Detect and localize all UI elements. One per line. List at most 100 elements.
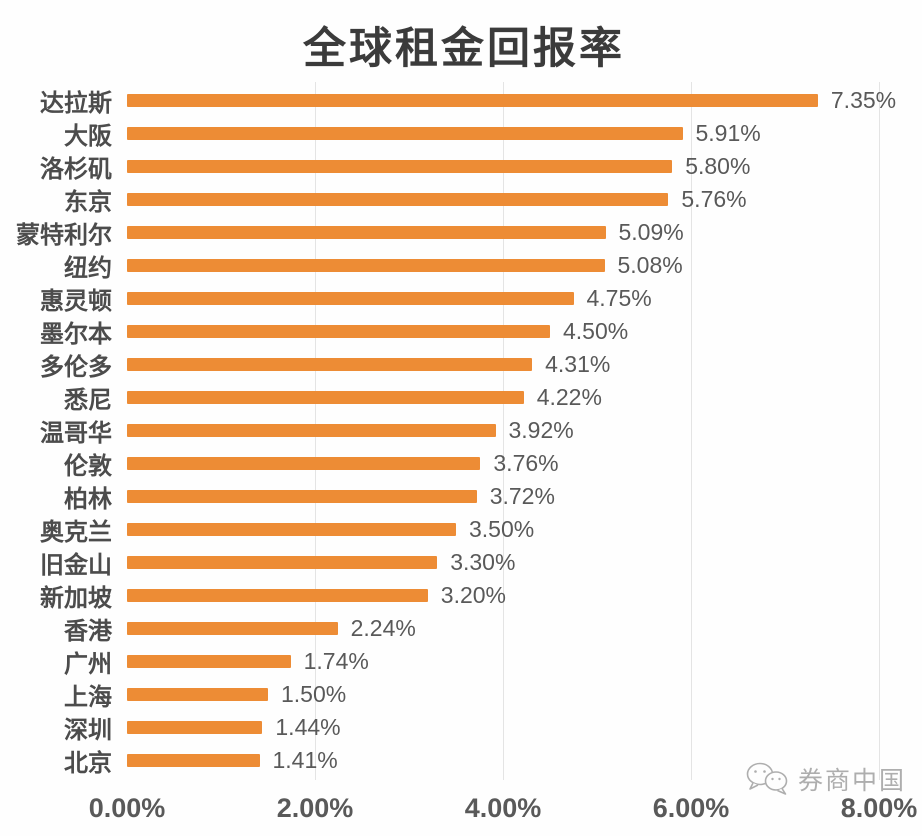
category-label-box: 旧金山 bbox=[0, 545, 112, 580]
value-label: 1.50% bbox=[281, 681, 347, 707]
bar-row: 温哥华 3.92% bbox=[0, 414, 922, 447]
x-tick-label: 8.00% bbox=[840, 793, 918, 823]
bar-row: 新加坡 3.20% bbox=[0, 579, 922, 612]
bar bbox=[127, 721, 263, 734]
bar bbox=[127, 226, 606, 239]
bar bbox=[127, 325, 550, 338]
bar-row: 伦敦 3.76% bbox=[0, 447, 922, 480]
x-tick-label: 4.00% bbox=[464, 793, 542, 823]
bar-row: 东京 5.76% bbox=[0, 183, 922, 216]
category-label: 奥克兰 bbox=[40, 519, 112, 546]
value-label: 5.09% bbox=[618, 219, 684, 245]
bar bbox=[127, 556, 438, 569]
gridline bbox=[503, 82, 504, 780]
wechat-icon bbox=[746, 762, 788, 795]
value-label: 4.31% bbox=[545, 351, 611, 377]
bar bbox=[127, 160, 673, 173]
category-label: 墨尔本 bbox=[40, 321, 112, 348]
bar-row: 蒙特利尔 5.09% bbox=[0, 216, 922, 249]
bar-row: 上海 1.50% bbox=[0, 678, 922, 711]
category-label: 上海 bbox=[64, 684, 112, 711]
category-label-box: 蒙特利尔 bbox=[0, 215, 112, 250]
bar bbox=[127, 259, 605, 272]
bar bbox=[127, 391, 524, 404]
bar bbox=[127, 193, 669, 206]
category-label: 广州 bbox=[64, 651, 112, 678]
bar-row: 墨尔本 4.50% bbox=[0, 315, 922, 348]
value-label: 5.76% bbox=[681, 186, 747, 212]
category-label-box: 北京 bbox=[0, 743, 112, 778]
bar-row: 达拉斯 7.35% bbox=[0, 84, 922, 117]
category-label-box: 上海 bbox=[0, 677, 112, 712]
value-label: 1.44% bbox=[275, 714, 341, 740]
bar bbox=[127, 292, 574, 305]
category-label-box: 温哥华 bbox=[0, 413, 112, 448]
watermark-text: 券商中国 bbox=[797, 767, 906, 795]
bar-row: 洛杉矶 5.80% bbox=[0, 150, 922, 183]
bar-row: 多伦多 4.31% bbox=[0, 348, 922, 381]
category-label-box: 香港 bbox=[0, 611, 112, 646]
category-label-box: 伦敦 bbox=[0, 446, 112, 481]
bar-row: 广州 1.74% bbox=[0, 645, 922, 678]
category-label: 多伦多 bbox=[40, 354, 112, 381]
category-label-box: 新加坡 bbox=[0, 578, 112, 613]
value-label: 3.76% bbox=[493, 450, 559, 476]
category-label: 伦敦 bbox=[64, 453, 112, 480]
category-label: 温哥华 bbox=[40, 420, 112, 447]
value-label: 5.91% bbox=[695, 120, 761, 146]
gridline bbox=[691, 82, 692, 780]
gridline bbox=[879, 82, 880, 780]
bar-row: 奥克兰 3.50% bbox=[0, 513, 922, 546]
bar bbox=[127, 127, 683, 140]
bar bbox=[127, 688, 268, 701]
value-label: 3.20% bbox=[440, 582, 507, 608]
category-label-box: 奥克兰 bbox=[0, 512, 112, 547]
category-label-box: 多伦多 bbox=[0, 347, 112, 382]
bar-row: 旧金山 3.30% bbox=[0, 546, 922, 579]
bar-row: 悉尼 4.22% bbox=[0, 381, 922, 414]
x-tick-label: 0.00% bbox=[88, 793, 166, 823]
bar-row: 香港 2.24% bbox=[0, 612, 922, 645]
category-label: 达拉斯 bbox=[40, 90, 112, 117]
bar-row: 纽约 5.08% bbox=[0, 249, 922, 282]
bar-row: 惠灵顿 4.75% bbox=[0, 282, 922, 315]
category-label-box: 广州 bbox=[0, 644, 112, 679]
category-label: 洛杉矶 bbox=[40, 156, 112, 183]
bar bbox=[127, 655, 291, 668]
bar-row: 北京 1.41% bbox=[0, 744, 922, 777]
value-label: 4.50% bbox=[563, 318, 629, 344]
value-label: 4.75% bbox=[586, 285, 652, 311]
value-label: 7.35% bbox=[830, 87, 897, 113]
category-label-box: 达拉斯 bbox=[0, 83, 112, 118]
bar bbox=[127, 94, 818, 107]
category-label: 柏林 bbox=[64, 486, 112, 513]
bar bbox=[127, 523, 456, 536]
category-label-box: 洛杉矶 bbox=[0, 149, 112, 184]
bar bbox=[127, 358, 533, 371]
value-label: 3.92% bbox=[508, 417, 574, 443]
x-axis: 0.00% 2.00% 4.00% 6.00% 8.00% bbox=[89, 793, 918, 827]
category-label-box: 深圳 bbox=[0, 710, 112, 745]
value-label: 2.24% bbox=[350, 615, 416, 641]
category-label: 惠灵顿 bbox=[40, 288, 112, 315]
value-label: 5.80% bbox=[685, 153, 751, 179]
chart-title: 全球租金回报率 bbox=[303, 25, 625, 73]
value-label: 3.72% bbox=[489, 483, 555, 509]
category-label: 深圳 bbox=[64, 717, 112, 744]
bar-rows: 达拉斯 7.35% 大阪 5.91% 洛杉矶 5.80% 东京 5.76% 蒙特利尔 5.09% 纽… bbox=[0, 84, 922, 777]
bar-row: 大阪 5.91% bbox=[0, 117, 922, 150]
category-label: 香港 bbox=[64, 618, 112, 645]
category-label: 蒙特利尔 bbox=[16, 222, 112, 249]
bar bbox=[127, 490, 477, 503]
category-label: 大阪 bbox=[64, 123, 112, 150]
bar bbox=[127, 457, 481, 470]
value-label: 5.08% bbox=[617, 252, 683, 278]
bar bbox=[127, 622, 338, 635]
category-label-box: 大阪 bbox=[0, 116, 112, 151]
category-label: 纽约 bbox=[64, 255, 112, 282]
category-label-box: 惠灵顿 bbox=[0, 281, 112, 316]
bar bbox=[127, 424, 496, 437]
bar bbox=[127, 754, 260, 767]
category-label-box: 东京 bbox=[0, 182, 112, 217]
category-label-box: 墨尔本 bbox=[0, 314, 112, 349]
